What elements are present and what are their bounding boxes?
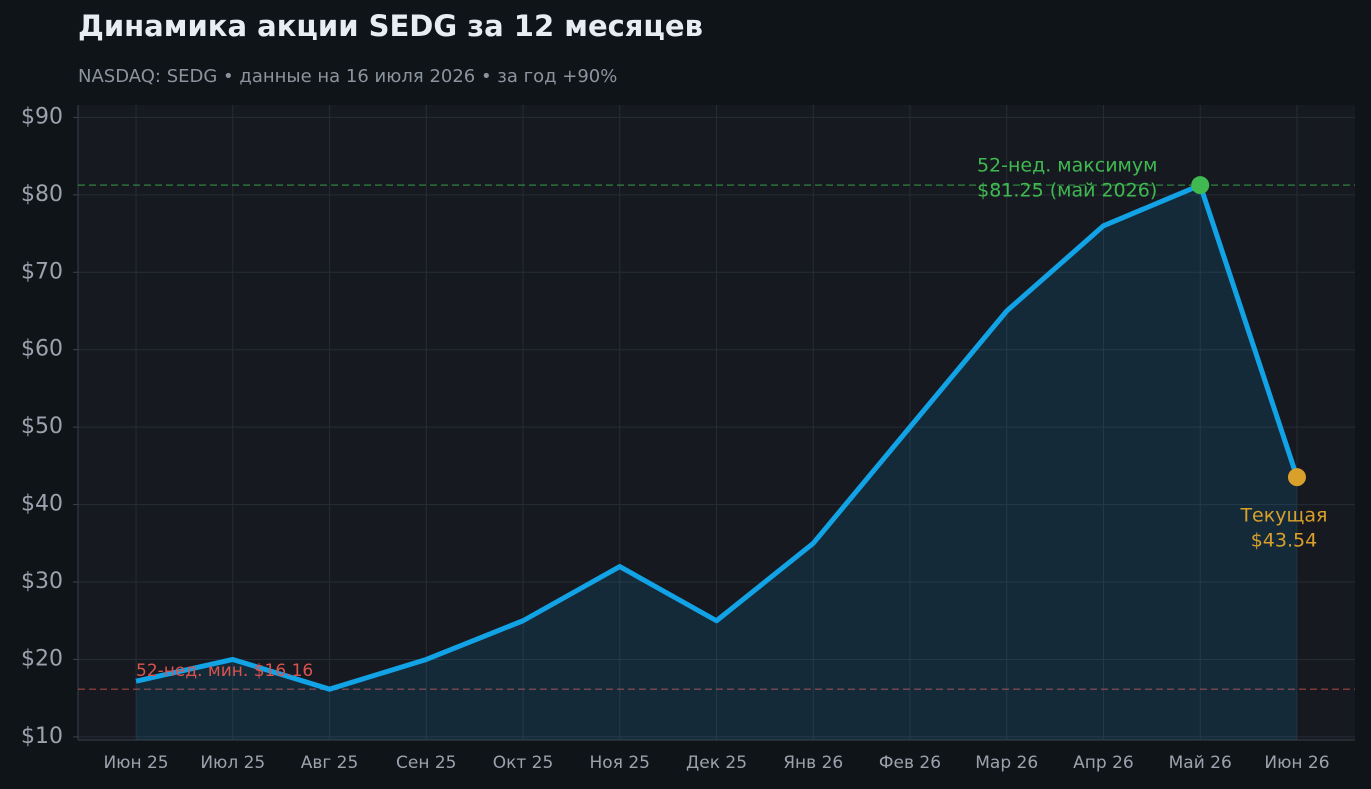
x-tick-label: Авг 25 [301, 753, 359, 773]
x-tick-label: Ноя 25 [590, 753, 650, 773]
x-tick-label: Фев 26 [879, 753, 941, 773]
y-tick-label: $50 [21, 414, 63, 439]
x-tick-label: Июл 25 [200, 753, 265, 773]
annotation: Текущая [1239, 505, 1327, 527]
x-tick-label: Дек 25 [686, 753, 747, 773]
annotation: $81.25 (май 2026) [977, 180, 1157, 202]
y-tick-label: $40 [21, 492, 63, 517]
area [136, 185, 1297, 740]
chart-subtitle: NASDAQ: SEDG • данные на 16 июля 2026 • … [78, 66, 617, 87]
x-tick-label: Май 26 [1169, 753, 1232, 773]
line [135, 182, 1300, 692]
x-tick-label: Апр 26 [1073, 753, 1134, 773]
y-tick-label: $60 [21, 337, 63, 362]
annotation: $43.54 [1251, 530, 1317, 552]
y-tick-label: $90 [21, 104, 63, 129]
y-tick-label: $80 [21, 182, 63, 207]
annotation: 52-нед. мин. $16.16 [136, 661, 313, 681]
y-tick-label: $10 [21, 724, 63, 749]
highlight-marker [1287, 468, 1306, 487]
annotation: 52-нед. максимум [977, 155, 1158, 177]
y-tick-label: $30 [21, 569, 63, 594]
x-tick-label: Окт 25 [493, 753, 554, 773]
x-tick-label: Мар 26 [975, 753, 1038, 773]
y-tick-label: $70 [21, 259, 63, 284]
x-tick-label: Июн 25 [103, 753, 168, 773]
highlight-marker [1191, 176, 1210, 195]
chart-title: Динамика акции SEDG за 12 месяцев [78, 9, 703, 43]
x-tick-label: Июн 26 [1264, 753, 1329, 773]
x-tick-label: Сен 25 [396, 753, 456, 773]
y-tick-label: $20 [21, 646, 63, 671]
x-tick-label: Янв 26 [783, 753, 843, 773]
